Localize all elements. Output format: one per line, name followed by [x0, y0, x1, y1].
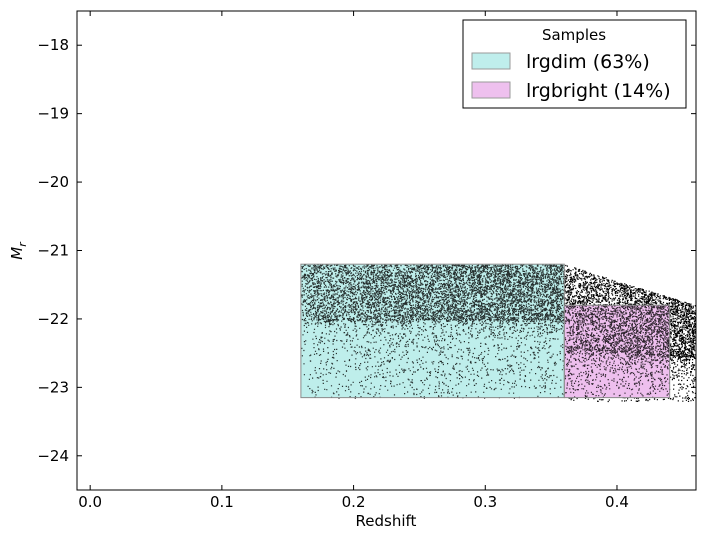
legend-label-lrgbright: lrgbright (14%): [526, 80, 671, 102]
y-axis-label-main: M: [8, 247, 26, 260]
sample-region-overlays: [300, 263, 671, 399]
legend-swatch-lrgbright: [471, 81, 511, 99]
legend-label-lrgdim: lrgdim (63%): [526, 51, 650, 73]
galaxy-points: [300, 264, 696, 403]
legend: Samples lrgdim (63%) lrgbright (14%): [462, 19, 687, 109]
region-outline-lrgbright: [563, 304, 671, 399]
legend-title: Samples: [542, 26, 606, 44]
y-tick-label: −19: [37, 105, 69, 123]
x-tick-label: 0.4: [605, 493, 629, 511]
x-tick-label: 0.0: [78, 493, 102, 511]
x-tick-label: 0.1: [210, 493, 234, 511]
x-tick-label: 0.2: [342, 493, 366, 511]
region-outline-lrgdim: [300, 263, 565, 399]
y-tick-label: −23: [37, 378, 69, 396]
y-tick-label: −18: [37, 36, 69, 54]
galaxy-point-cloud: [300, 264, 696, 403]
x-axis-label: Redshift: [356, 512, 417, 530]
y-axis-label: Mr: [8, 241, 29, 260]
legend-swatch-lrgdim: [471, 52, 511, 70]
y-axis-ticks: −18 −19 −20 −21 −22 −23 −24: [37, 36, 696, 465]
x-tick-label: 0.3: [473, 493, 497, 511]
x-axis-ticks: 0.0 0.1 0.2 0.3 0.4: [78, 11, 629, 511]
y-tick-label: −22: [37, 310, 69, 328]
y-tick-label: −24: [37, 447, 69, 465]
y-axis-label-subscript: r: [16, 241, 29, 247]
y-tick-label: −21: [37, 242, 69, 260]
y-tick-label: −20: [37, 173, 69, 191]
